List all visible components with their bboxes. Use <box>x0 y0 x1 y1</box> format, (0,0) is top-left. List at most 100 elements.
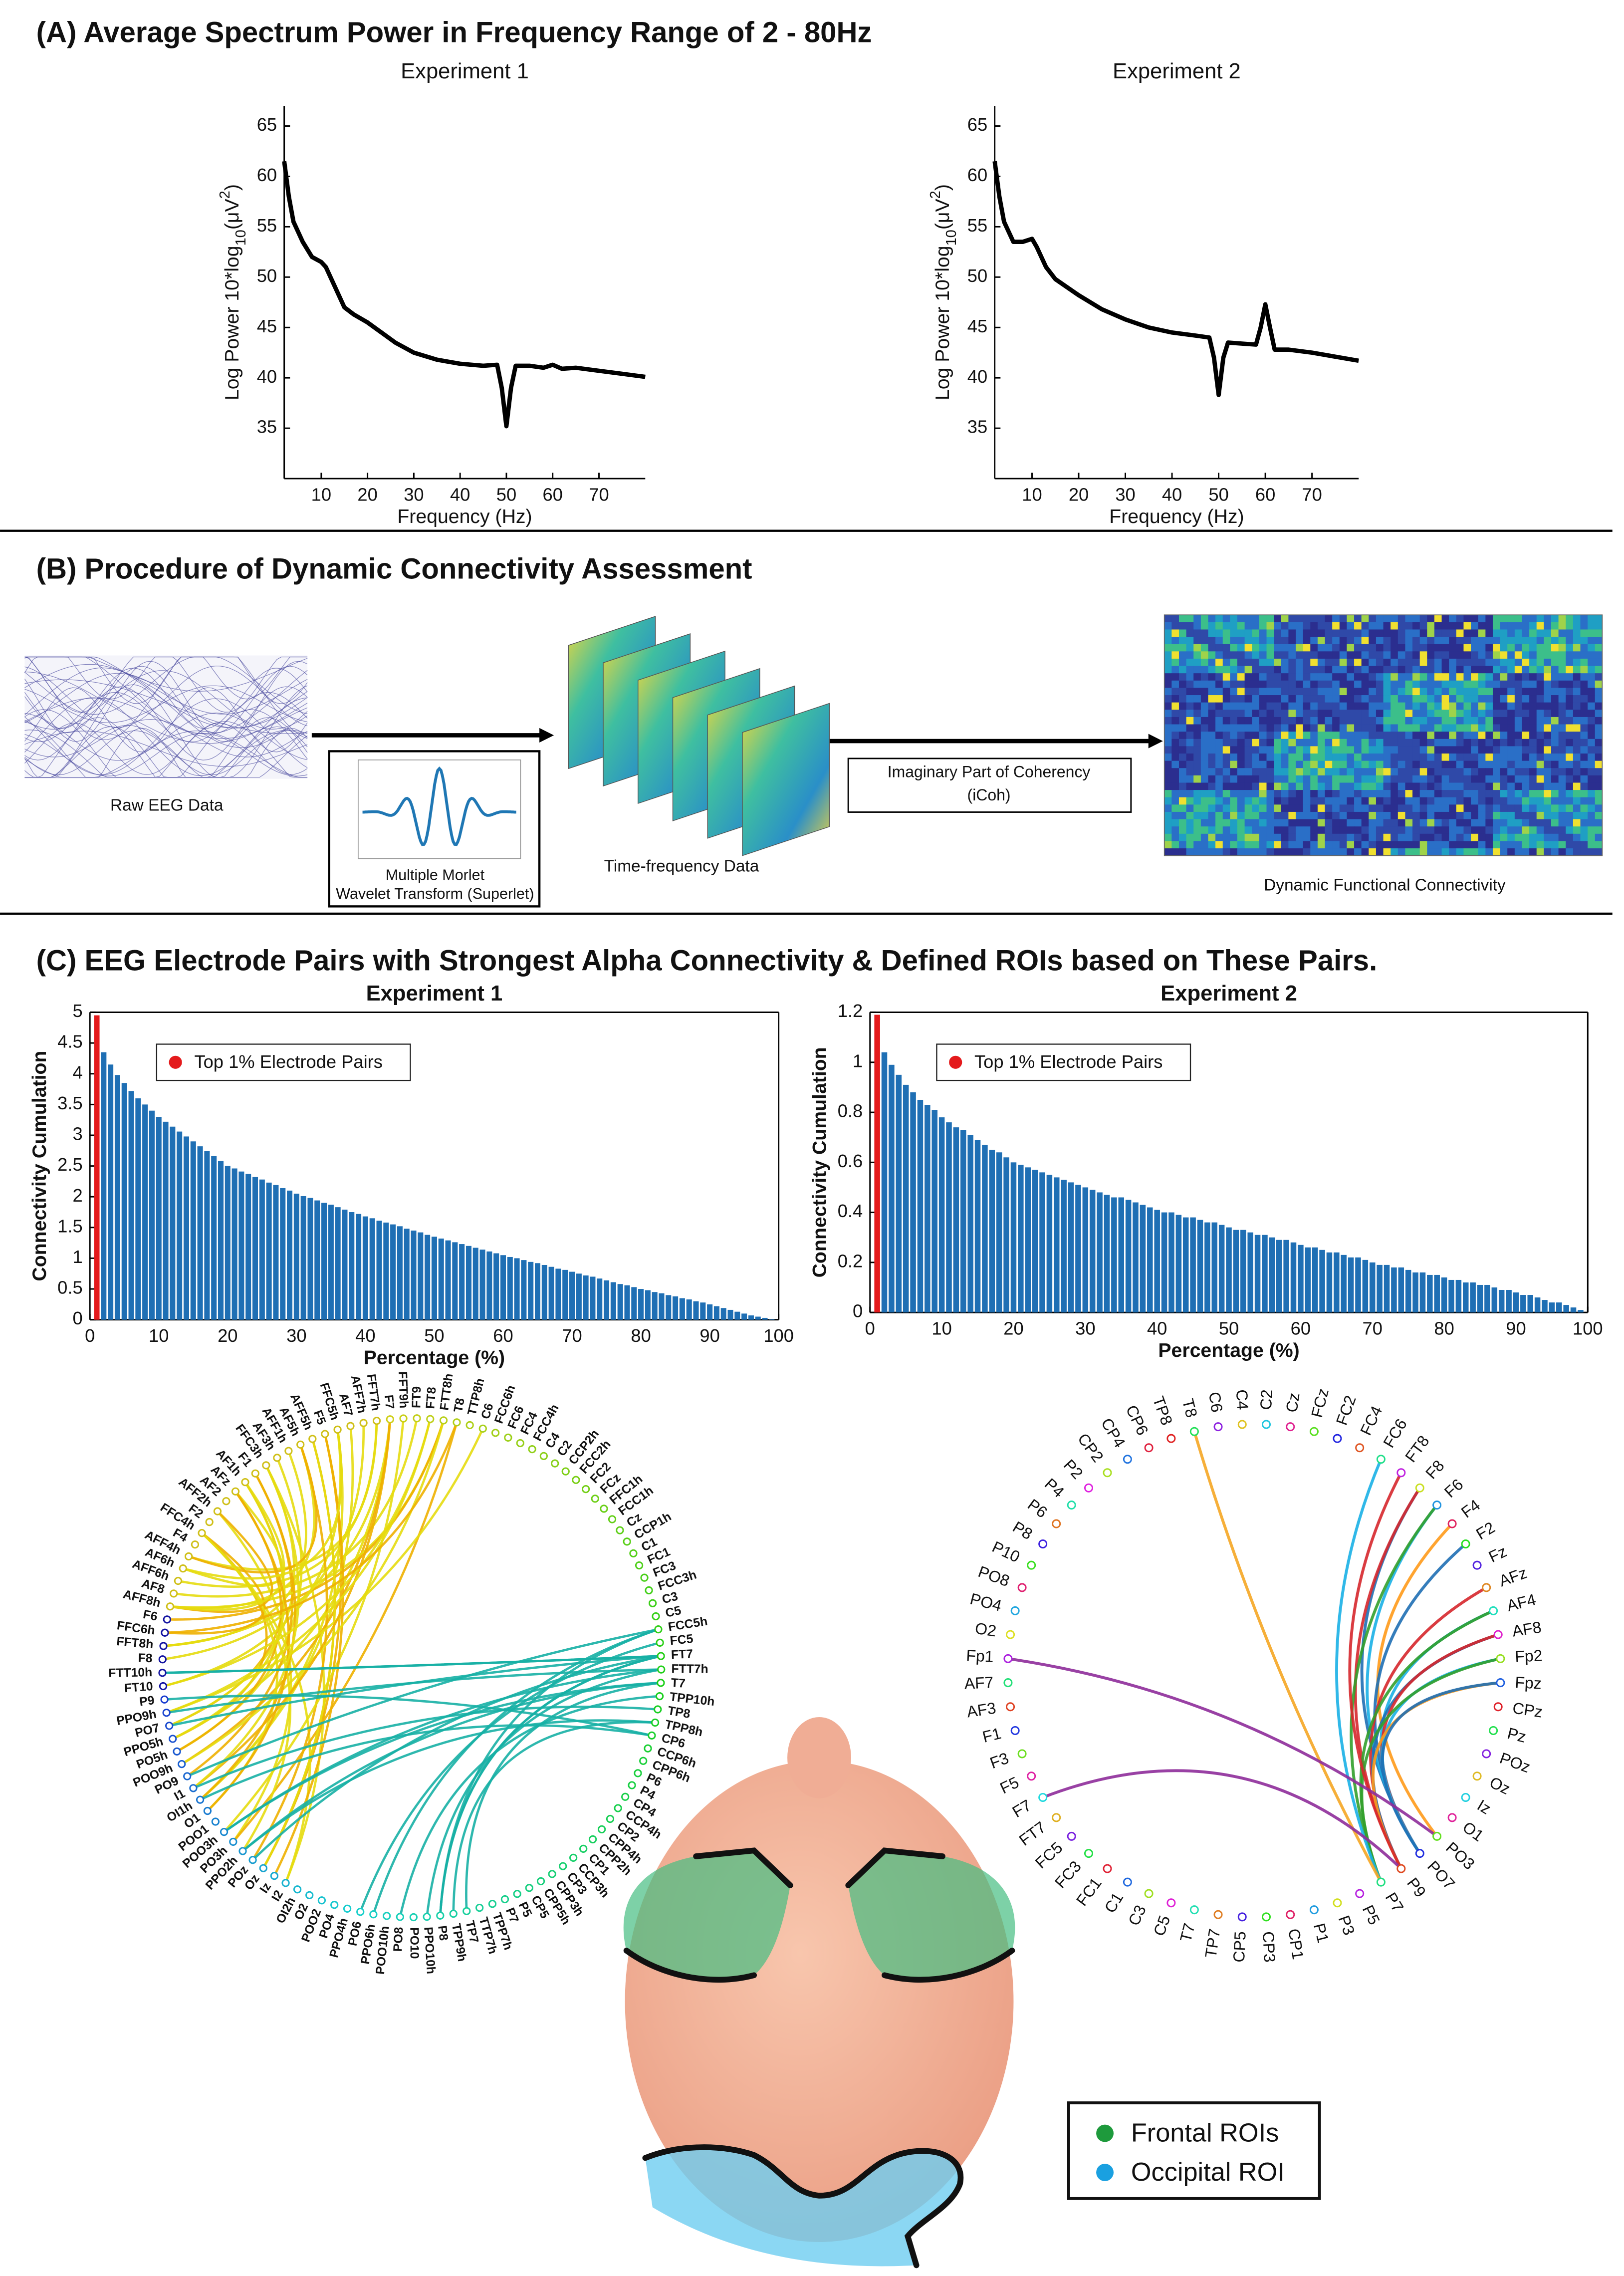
heatmap-cell <box>1274 644 1282 652</box>
heatmap-cell <box>1427 622 1435 630</box>
heatmap-cell <box>1164 841 1172 849</box>
heatmap-cell <box>1397 651 1406 659</box>
electrode-marker <box>259 1864 267 1872</box>
heatmap-cell <box>1595 811 1603 820</box>
electrode-label: CP1 <box>1285 1928 1307 1961</box>
bar <box>1384 1264 1390 1313</box>
bar <box>335 1207 341 1320</box>
heatmap-cell <box>1492 841 1501 849</box>
heatmap-cell <box>1405 790 1413 798</box>
heatmap-cell <box>1536 702 1544 710</box>
heatmap-cell <box>1274 710 1282 718</box>
electrode-marker <box>1333 1898 1342 1908</box>
connection <box>251 1655 662 1861</box>
heatmap-cell <box>1215 754 1223 761</box>
heatmap-cell <box>1266 841 1274 849</box>
heatmap-cell <box>1303 644 1311 652</box>
heatmap-cell <box>1215 637 1223 645</box>
heatmap-cell <box>1347 754 1355 761</box>
heatmap-cell <box>1208 754 1216 761</box>
heatmap-cell <box>1208 688 1216 696</box>
heatmap-cell <box>1566 695 1574 703</box>
heatmap-cell <box>1588 841 1596 849</box>
electrode-marker <box>491 1429 500 1437</box>
heatmap-cell <box>1529 688 1537 696</box>
heatmap-cell <box>1266 760 1274 768</box>
heatmap-cell <box>1463 732 1471 740</box>
heatmap-cell <box>1266 768 1274 776</box>
heatmap-cell <box>1317 688 1326 696</box>
heatmap-cell <box>1361 826 1369 834</box>
heatmap-cell <box>1317 702 1326 710</box>
heatmap-cell <box>1478 811 1486 820</box>
heatmap-cell <box>1456 637 1464 645</box>
heatmap-cell <box>1164 651 1172 659</box>
heatmap-cell <box>1566 658 1574 667</box>
electrode-label: F7 <box>382 1394 396 1410</box>
heatmap-cell <box>1274 658 1282 667</box>
heatmap-cell <box>1529 695 1537 703</box>
heatmap-cell <box>1354 673 1362 681</box>
heatmap-cell <box>1529 622 1537 630</box>
x-tick-label: 0 <box>865 1318 875 1339</box>
heatmap-cell <box>1186 841 1194 849</box>
heatmap-cell <box>1288 637 1296 645</box>
heatmap-cell <box>1536 848 1544 856</box>
bar <box>1348 1257 1354 1313</box>
heatmap-cell <box>1500 775 1508 783</box>
heatmap-cell <box>1288 658 1296 667</box>
bar <box>259 1179 265 1320</box>
connection <box>172 1481 286 1740</box>
heatmap-cell <box>1354 658 1362 667</box>
heatmap-cell <box>1595 797 1603 805</box>
heatmap-cell <box>1288 732 1296 740</box>
heatmap-cell <box>1296 804 1304 812</box>
heatmap-cell <box>1434 637 1442 645</box>
heatmap-cell <box>1573 710 1581 718</box>
heatmap-cell <box>1412 732 1420 740</box>
bar <box>1226 1227 1232 1313</box>
x-axis-label: Percentage (%) <box>364 1346 505 1368</box>
heatmap-cell <box>1383 797 1391 805</box>
heatmap-cell <box>1412 680 1420 688</box>
heatmap-cell <box>1383 768 1391 776</box>
heatmap-cell <box>1339 644 1347 652</box>
heatmap-cell <box>1215 760 1223 768</box>
heatmap-cell <box>1266 746 1274 754</box>
heatmap-cell <box>1536 746 1544 754</box>
electrode-marker <box>413 1414 421 1423</box>
heatmap-cell <box>1529 739 1537 747</box>
heatmap-cell <box>1419 790 1427 798</box>
heatmap-cell <box>1514 688 1523 696</box>
heatmap-cell <box>1281 673 1289 681</box>
heatmap-cell <box>1237 790 1245 798</box>
electrode-marker <box>220 1827 229 1836</box>
heatmap-cell <box>1310 833 1318 842</box>
connection <box>399 1695 660 1917</box>
bar <box>748 1315 754 1320</box>
electrode-marker <box>1489 1606 1498 1615</box>
bar <box>1018 1165 1024 1313</box>
heatmap-cell <box>1200 790 1209 798</box>
roi-outline <box>623 1847 793 1983</box>
heatmap-cell <box>1478 702 1486 710</box>
heatmap-cell <box>1193 732 1201 740</box>
heatmap-cell <box>1485 739 1493 747</box>
heatmap-cell <box>1171 790 1179 798</box>
heatmap-cell <box>1471 826 1479 834</box>
heatmap-cell <box>1354 782 1362 790</box>
heatmap-cell <box>1456 644 1464 652</box>
heatmap-cell <box>1281 680 1289 688</box>
x-tick-label: 70 <box>1363 1318 1383 1339</box>
heatmap-cell <box>1266 702 1274 710</box>
heatmap-cell <box>1178 695 1187 703</box>
heatmap-cell <box>1566 819 1574 827</box>
heatmap-cell <box>1376 790 1384 798</box>
heatmap-cell <box>1222 717 1230 725</box>
heatmap-cell <box>1288 819 1296 827</box>
heatmap-cell <box>1347 797 1355 805</box>
heatmap-cell <box>1332 746 1340 754</box>
y-tick-label: 5 <box>72 1001 82 1021</box>
heatmap-cell <box>1471 760 1479 768</box>
electrode-marker <box>1376 1877 1386 1887</box>
